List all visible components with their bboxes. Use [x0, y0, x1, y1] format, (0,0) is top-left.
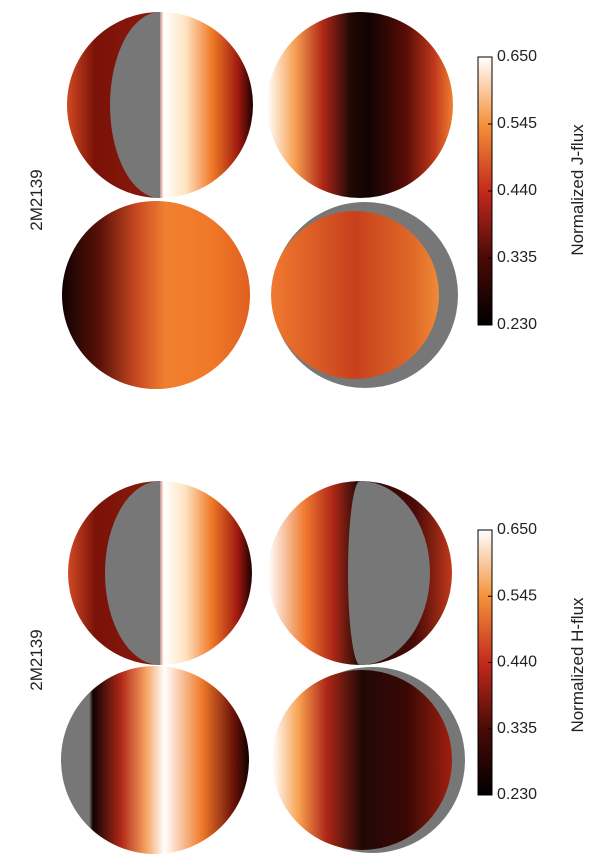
globes	[61, 12, 465, 854]
globe	[267, 12, 453, 198]
tick-label: 0.650	[497, 48, 537, 65]
panel-label: 2M2139	[27, 629, 46, 690]
globe	[271, 211, 439, 379]
globe	[62, 201, 250, 389]
globe	[272, 670, 452, 850]
tick-label: 0.440	[497, 182, 537, 199]
tick-label: 0.230	[497, 316, 537, 333]
tick-label: 0.335	[497, 249, 537, 266]
tick-label: 0.440	[497, 654, 537, 671]
globe	[61, 666, 249, 854]
tick-label: 0.545	[497, 115, 537, 132]
tick-label: 0.230	[497, 786, 537, 803]
shadow	[105, 481, 160, 665]
annotations: 2M2139 Normalized J-flux 0.230 0.335 0.440 0.…	[27, 48, 587, 803]
tick-label: 0.650	[497, 521, 537, 538]
colorbar-title: Normalized J-flux	[568, 124, 587, 256]
shadow	[348, 481, 430, 665]
tick-label: 0.335	[497, 720, 537, 737]
tick-label: 0.545	[497, 587, 537, 604]
colorbar-title: Normalized H-flux	[568, 597, 587, 733]
panel-label: 2M2139	[27, 169, 46, 230]
shadow	[110, 12, 160, 198]
